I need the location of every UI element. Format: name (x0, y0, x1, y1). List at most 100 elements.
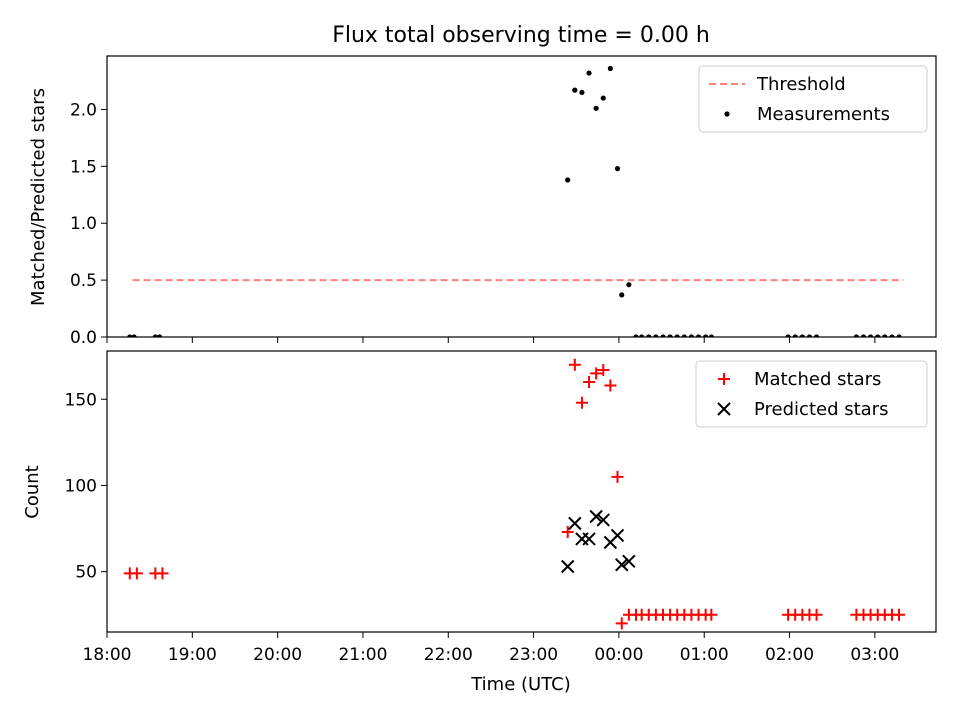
measurements-point (667, 334, 673, 337)
measurements-point (607, 65, 613, 72)
legend: Threshold Measurements (698, 65, 928, 133)
measurements-point (572, 87, 578, 93)
measurements-point (653, 334, 659, 337)
measurements-point (896, 334, 902, 337)
measurements-point (646, 334, 652, 337)
measurements-point (806, 334, 813, 337)
matched-stars-point (590, 367, 603, 380)
matched-stars-point (705, 608, 718, 621)
y-tick-label: 0.0 (70, 328, 97, 348)
predicted-stars-point (615, 558, 629, 572)
matched-stars-point (604, 379, 617, 392)
plot-frame (106, 350, 937, 633)
legend-measurements-swatch (724, 111, 730, 117)
measurements-point (867, 334, 874, 337)
measurements-point (860, 334, 867, 337)
x-tick-label: 00:00 (594, 645, 643, 665)
predicted-stars-point (582, 532, 596, 546)
x-tick-label: 01:00 (680, 645, 729, 665)
count-panel-ylabel: Count (22, 465, 43, 518)
predicted-stars-point (622, 554, 636, 569)
matched-stars-point (561, 526, 574, 539)
measurements-point (708, 334, 714, 337)
plot-frame (106, 55, 937, 338)
measurements-point (660, 334, 666, 337)
measurements-point (695, 334, 702, 337)
measurements-point (792, 334, 798, 337)
matched-stars-point (568, 358, 581, 371)
x-tick-label: 22:00 (424, 645, 473, 665)
matched-stars-point (583, 376, 596, 389)
plot-area (127, 65, 904, 337)
measurements-point (127, 334, 133, 337)
matched-stars-point (893, 608, 906, 621)
legend-box (698, 65, 928, 133)
y-tick-label: 100 (65, 476, 97, 496)
x-tick-label: 23:00 (509, 645, 558, 665)
x-tick-label: 21:00 (338, 645, 387, 665)
legend-matched-stars-label: Matched stars (754, 369, 881, 390)
x-tick-label: 03:00 (850, 645, 899, 665)
measurements-point (875, 334, 881, 337)
y-tick-label: 0.5 (70, 271, 97, 291)
measurements-point (785, 334, 791, 337)
matched-stars-point (156, 567, 169, 580)
legend-threshold-label: Threshold (756, 74, 846, 95)
chart-title: Flux total observing time = 0.00 h (332, 23, 710, 48)
measurements-point (593, 105, 599, 111)
measurements-point (703, 334, 709, 337)
predicted-stars-point (596, 513, 610, 527)
measurements-point (882, 334, 888, 337)
measurements-point (619, 292, 625, 298)
count-panel: Count 50 100 150 18:00 19:00 20:00 21:00 22:00 2… (22, 350, 937, 665)
plot-area (123, 358, 906, 630)
measurements-point (626, 282, 632, 288)
measurements-point (131, 334, 137, 337)
measurements-point (586, 70, 592, 76)
measurements-point (633, 334, 639, 337)
predicted-stars-point (561, 559, 575, 574)
matched-stars-point (615, 617, 628, 630)
x-tick-label: 18:00 (83, 645, 132, 665)
x-tick-label: 19:00 (168, 645, 217, 665)
y-tick-label: 1.0 (70, 214, 97, 234)
measurements-point (579, 89, 585, 96)
predicted-stars-point (568, 516, 582, 531)
measurements-point (157, 334, 163, 337)
x-axis-label: Time (UTC) (470, 674, 571, 695)
legend: Matched stars Predicted stars (695, 360, 928, 428)
measurements-point (565, 177, 571, 183)
legend-predicted-stars-swatch (717, 402, 731, 416)
y-tick-label: 1.5 (70, 157, 97, 177)
measurements-point (674, 334, 680, 337)
ratio-panel: Matched/Predicted stars 0.0 0.5 1.0 1.5 2.0 T… (28, 55, 937, 348)
measurements-point (889, 334, 895, 337)
measurements-point (813, 334, 820, 337)
measurements-point (614, 166, 621, 172)
x-tick-label: 20:00 (253, 645, 302, 665)
legend-box (695, 360, 928, 428)
measurements-point (681, 334, 687, 337)
measurements-point (639, 334, 645, 337)
matched-stars-point (810, 608, 823, 621)
matched-stars-point (575, 396, 588, 409)
measurements-point (152, 334, 158, 337)
y-tick-label: 50 (75, 563, 97, 583)
legend-matched-stars-swatch (718, 373, 730, 385)
measurements-point (853, 334, 859, 337)
measurements-point (600, 95, 606, 101)
matched-stars-point (611, 470, 624, 483)
y-tick-label: 150 (65, 390, 97, 410)
legend-predicted-stars-label: Predicted stars (754, 399, 888, 420)
matched-stars-point (597, 363, 610, 376)
matched-stars-point (130, 567, 143, 580)
measurements-point (688, 334, 695, 337)
ratio-panel-ylabel: Matched/Predicted stars (28, 88, 49, 306)
x-tick-label: 02:00 (765, 645, 814, 665)
legend-measurements-label: Measurements (757, 104, 890, 125)
predicted-stars-point (589, 509, 603, 524)
measurements-point (799, 334, 805, 337)
predicted-stars-point (610, 528, 625, 543)
y-tick-label: 2.0 (70, 100, 97, 120)
